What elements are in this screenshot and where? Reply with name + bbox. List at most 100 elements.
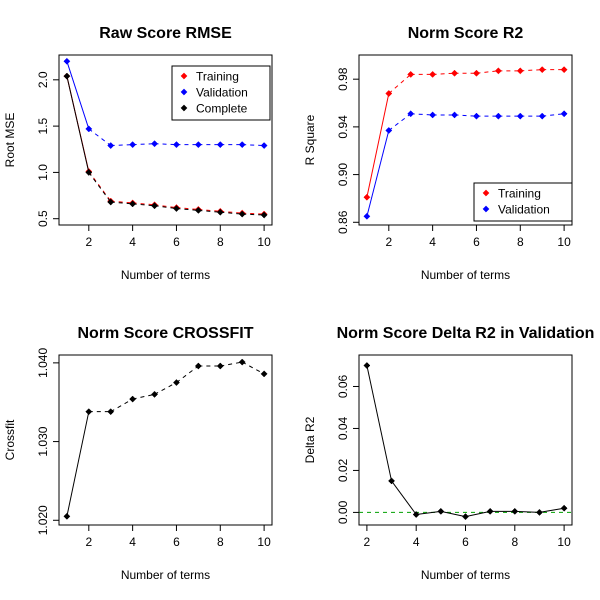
data-point (107, 198, 115, 206)
series-line-segment (520, 69, 543, 72)
x-tick-label: 10 (257, 535, 271, 549)
series-line-segment (416, 510, 441, 516)
x-tick-label: 2 (85, 535, 92, 549)
data-point (260, 142, 268, 150)
series-line-segment (366, 93, 390, 198)
data-point (260, 370, 268, 378)
series-line-segment (132, 393, 155, 400)
y-tick-label: 1.0 (36, 164, 50, 181)
series-line-segment (242, 212, 265, 215)
legend: Training Validation (473, 182, 573, 222)
series-line-segment (198, 209, 221, 213)
series-line-segment (388, 74, 412, 94)
x-tick-label: 10 (257, 235, 271, 249)
chart-title: Norm Score R2 (408, 25, 524, 42)
data-point (260, 211, 268, 219)
series-line-segment (432, 72, 455, 75)
series-line-segment (391, 480, 417, 515)
x-tick-label: 6 (173, 235, 180, 249)
series-line-segment (542, 113, 565, 117)
legend-label: Training (498, 187, 541, 201)
chart-panel-4: Norm Score Delta R2 in Validation 2 4 6 8 10 0… (303, 325, 594, 582)
data-point (451, 69, 458, 77)
series-1 (363, 362, 568, 521)
series-line-segment (476, 70, 499, 74)
y-tick-label: 0.5 (36, 210, 50, 227)
x-tick-label: 4 (429, 235, 436, 249)
legend-marker (180, 72, 188, 80)
data-point (473, 112, 480, 120)
x-tick-label: 2 (385, 235, 392, 249)
legend-marker (180, 88, 188, 96)
series-line-segment (66, 61, 90, 130)
series-1 (63, 358, 268, 520)
series-line-segment (176, 208, 199, 211)
series-line-segment (110, 201, 133, 205)
data-point (538, 112, 546, 120)
chart-panel-2: Norm Score R2 2 4 6 8 10 0.86 0.90 0.94 0.98 Numbe… (303, 25, 573, 282)
series-line-segment (242, 213, 265, 216)
legend-box (473, 182, 573, 222)
series-line-segment (132, 203, 155, 207)
data-point (238, 358, 246, 366)
data-point (412, 511, 420, 518)
y-tick-label: 2.0 (36, 71, 50, 88)
legend-marker (482, 205, 490, 213)
data-point (151, 140, 158, 148)
data-point (216, 362, 224, 370)
data-point (151, 202, 158, 210)
x-tick-label: 4 (129, 535, 136, 549)
data-point (85, 125, 93, 133)
legend-label: Training (196, 70, 239, 84)
legend-box (171, 65, 271, 121)
data-point (238, 210, 246, 218)
data-point (560, 66, 568, 74)
x-tick-label: 2 (364, 535, 371, 549)
series-line-segment (539, 507, 565, 513)
x-axis-title: Number of terms (421, 268, 510, 282)
series-line-segment (220, 361, 243, 367)
data-point (129, 395, 137, 403)
x-tick-label: 4 (129, 235, 136, 249)
data-point (538, 66, 546, 74)
series-line-segment (154, 204, 177, 209)
data-point (216, 141, 224, 149)
series-line-segment (88, 171, 112, 202)
series-line-segment (110, 200, 133, 204)
series-line-segment (242, 144, 265, 147)
data-point (388, 477, 395, 485)
y-tick-label: 0.04 (336, 416, 350, 440)
data-point (363, 193, 371, 201)
chart-panel-1: Raw Score RMSE 2 4 6 8 10 0.5 1.0 1.5 2.0 Number o… (3, 25, 273, 282)
data-point (173, 141, 180, 149)
data-point (407, 70, 415, 78)
data-point (560, 504, 568, 512)
x-tick-label: 8 (517, 235, 524, 249)
data-point (63, 72, 71, 80)
data-point (85, 168, 93, 176)
data-point (511, 507, 519, 515)
series-line-segment (176, 207, 199, 210)
chart-title: Norm Score Delta R2 in Validation (337, 325, 595, 342)
series-2 (63, 57, 268, 150)
data-point (486, 507, 494, 515)
y-axis-title: Delta R2 (303, 416, 317, 463)
data-point (516, 112, 524, 120)
series-3 (63, 72, 268, 219)
legend-label: Validation (196, 86, 248, 100)
series-line-segment (454, 114, 477, 117)
legend-marker (180, 104, 188, 112)
data-point (85, 408, 93, 416)
data-point (107, 142, 115, 150)
series-line-segment (66, 411, 90, 517)
series-line-segment (154, 205, 177, 210)
legend-label: Complete (196, 102, 248, 116)
series-line-segment (220, 211, 243, 215)
data-point (407, 110, 415, 118)
series-line-segment (366, 130, 390, 217)
data-point (516, 67, 524, 75)
series-line-segment (132, 143, 155, 146)
x-tick-label: 4 (413, 535, 420, 549)
